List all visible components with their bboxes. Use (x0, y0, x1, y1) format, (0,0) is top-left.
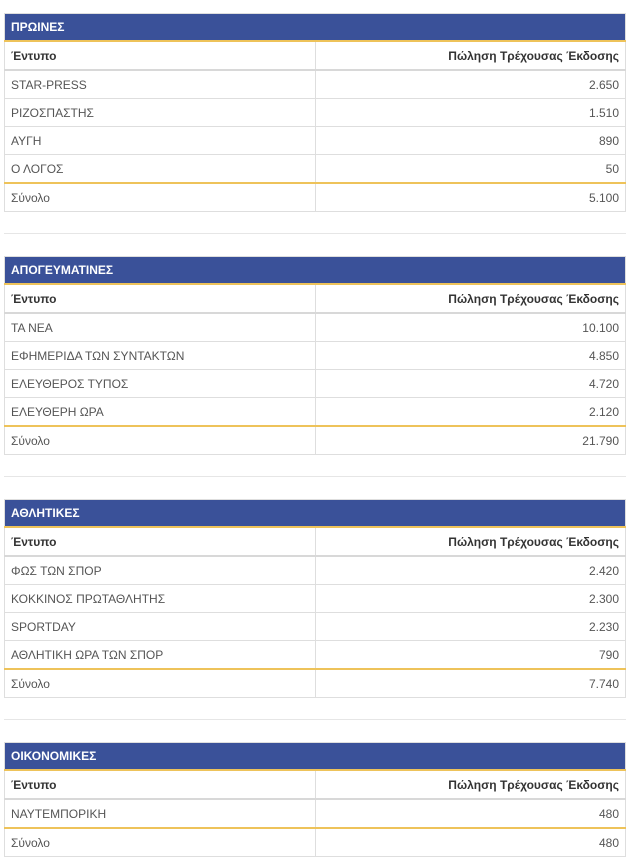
publication-name: ΕΛΕΥΘΕΡΗ ΩΡΑ (4, 397, 316, 427)
sales-value: 790 (314, 640, 626, 670)
section-title: ΠΡΩΙΝΕΣ (4, 13, 626, 42)
sales-value: 2.120 (314, 397, 626, 427)
total-row: Σύνολο 480 (4, 827, 626, 857)
sales-value: 1.510 (314, 98, 626, 127)
section-divider (4, 476, 626, 477)
publication-name: ΤΑ ΝΕΑ (4, 312, 316, 342)
sales-value: 4.850 (314, 341, 626, 370)
column-header-sales: Πώληση Τρέχουσας Έκδοσης (314, 526, 626, 557)
column-header-row: Έντυπο Πώληση Τρέχουσας Έκδοσης (4, 769, 626, 800)
table-row: ΦΩΣ ΤΩΝ ΣΠΟΡ 2.420 (4, 555, 626, 585)
table-row: ΝΑΥΤΕΜΠΟΡΙΚΗ 480 (4, 798, 626, 829)
sales-value: 480 (314, 798, 626, 829)
sales-table: ΠΡΩΙΝΕΣ Έντυπο Πώληση Τρέχουσας Έκδοσης STA… (4, 13, 626, 212)
total-row: Σύνολο 7.740 (4, 668, 626, 698)
publication-name: STAR-PRESS (4, 69, 316, 99)
table-row: ΕΛΕΥΘΕΡΟΣ ΤΥΠΟΣ 4.720 (4, 369, 626, 398)
section-title: ΑΘΛΗΤΙΚΕΣ (4, 499, 626, 528)
sales-section: ΑΠΟΓΕΥΜΑΤΙΝΕΣ Έντυπο Πώληση Τρέχουσας Έκδο… (4, 256, 626, 455)
table-row: ΕΛΕΥΘΕΡΗ ΩΡΑ 2.120 (4, 397, 626, 427)
sales-value: 50 (314, 154, 626, 184)
table-row: ΕΦΗΜΕΡΙΔΑ ΤΩΝ ΣΥΝΤΑΚΤΩΝ 4.850 (4, 341, 626, 370)
column-header-row: Έντυπο Πώληση Τρέχουσας Έκδοσης (4, 40, 626, 71)
table-row: ΤΑ ΝΕΑ 10.100 (4, 312, 626, 342)
column-header-sales: Πώληση Τρέχουσας Έκδοσης (314, 283, 626, 314)
table-row: ΚΟΚΚΙΝΟΣ ΠΡΩΤΑΘΛΗΤΗΣ 2.300 (4, 584, 626, 613)
total-row: Σύνολο 5.100 (4, 182, 626, 212)
column-header-row: Έντυπο Πώληση Τρέχουσας Έκδοσης (4, 526, 626, 557)
total-label: Σύνολο (4, 827, 316, 857)
column-header-publication: Έντυπο (4, 40, 316, 71)
publication-name: ΑΥΓΗ (4, 126, 316, 155)
total-value: 480 (314, 827, 626, 857)
table-row: Ο ΛΟΓΟΣ 50 (4, 154, 626, 184)
total-label: Σύνολο (4, 182, 316, 212)
publication-name: Ο ΛΟΓΟΣ (4, 154, 316, 184)
total-row: Σύνολο 21.790 (4, 425, 626, 455)
section-title-row: ΠΡΩΙΝΕΣ (4, 13, 626, 42)
sales-value: 2.650 (314, 69, 626, 99)
table-row: STAR-PRESS 2.650 (4, 69, 626, 99)
sales-value: 10.100 (314, 312, 626, 342)
sales-value: 890 (314, 126, 626, 155)
table-row: ΑΘΛΗΤΙΚΗ ΩΡΑ ΤΩΝ ΣΠΟΡ 790 (4, 640, 626, 670)
table-row: ΡΙΖΟΣΠΑΣΤΗΣ 1.510 (4, 98, 626, 127)
total-value: 21.790 (314, 425, 626, 455)
total-value: 7.740 (314, 668, 626, 698)
publication-name: ΑΘΛΗΤΙΚΗ ΩΡΑ ΤΩΝ ΣΠΟΡ (4, 640, 316, 670)
total-label: Σύνολο (4, 668, 316, 698)
sales-value: 2.300 (314, 584, 626, 613)
sales-table: ΟΙΚΟΝΟΜΙΚΕΣ Έντυπο Πώληση Τρέχουσας Έκδοση… (4, 742, 626, 857)
section-title-row: ΑΘΛΗΤΙΚΕΣ (4, 499, 626, 528)
column-header-sales: Πώληση Τρέχουσας Έκδοσης (314, 40, 626, 71)
section-title-row: ΟΙΚΟΝΟΜΙΚΕΣ (4, 742, 626, 771)
table-row: SPORTDAY 2.230 (4, 612, 626, 641)
section-title: ΟΙΚΟΝΟΜΙΚΕΣ (4, 742, 626, 771)
section-title: ΑΠΟΓΕΥΜΑΤΙΝΕΣ (4, 256, 626, 285)
publication-name: ΦΩΣ ΤΩΝ ΣΠΟΡ (4, 555, 316, 585)
section-divider (4, 233, 626, 234)
sales-section: ΟΙΚΟΝΟΜΙΚΕΣ Έντυπο Πώληση Τρέχουσας Έκδοση… (4, 742, 626, 857)
sales-table: ΑΠΟΓΕΥΜΑΤΙΝΕΣ Έντυπο Πώληση Τρέχουσας Έκδο… (4, 256, 626, 455)
sales-section: ΠΡΩΙΝΕΣ Έντυπο Πώληση Τρέχουσας Έκδοσης STA… (4, 13, 626, 212)
sales-value: 4.720 (314, 369, 626, 398)
publication-name: ΝΑΥΤΕΜΠΟΡΙΚΗ (4, 798, 316, 829)
column-header-publication: Έντυπο (4, 526, 316, 557)
column-header-sales: Πώληση Τρέχουσας Έκδοσης (314, 769, 626, 800)
section-divider (4, 719, 626, 720)
column-header-row: Έντυπο Πώληση Τρέχουσας Έκδοσης (4, 283, 626, 314)
publication-name: ΚΟΚΚΙΝΟΣ ΠΡΩΤΑΘΛΗΤΗΣ (4, 584, 316, 613)
section-title-row: ΑΠΟΓΕΥΜΑΤΙΝΕΣ (4, 256, 626, 285)
publication-name: ΕΛΕΥΘΕΡΟΣ ΤΥΠΟΣ (4, 369, 316, 398)
sales-section: ΑΘΛΗΤΙΚΕΣ Έντυπο Πώληση Τρέχουσας Έκδοσης Φ… (4, 499, 626, 698)
sales-table: ΑΘΛΗΤΙΚΕΣ Έντυπο Πώληση Τρέχουσας Έκδοσης Φ… (4, 499, 626, 698)
sales-value: 2.420 (314, 555, 626, 585)
total-label: Σύνολο (4, 425, 316, 455)
publication-name: ΕΦΗΜΕΡΙΔΑ ΤΩΝ ΣΥΝΤΑΚΤΩΝ (4, 341, 316, 370)
sales-value: 2.230 (314, 612, 626, 641)
publication-name: ΡΙΖΟΣΠΑΣΤΗΣ (4, 98, 316, 127)
total-value: 5.100 (314, 182, 626, 212)
table-row: ΑΥΓΗ 890 (4, 126, 626, 155)
publication-name: SPORTDAY (4, 612, 316, 641)
column-header-publication: Έντυπο (4, 769, 316, 800)
column-header-publication: Έντυπο (4, 283, 316, 314)
